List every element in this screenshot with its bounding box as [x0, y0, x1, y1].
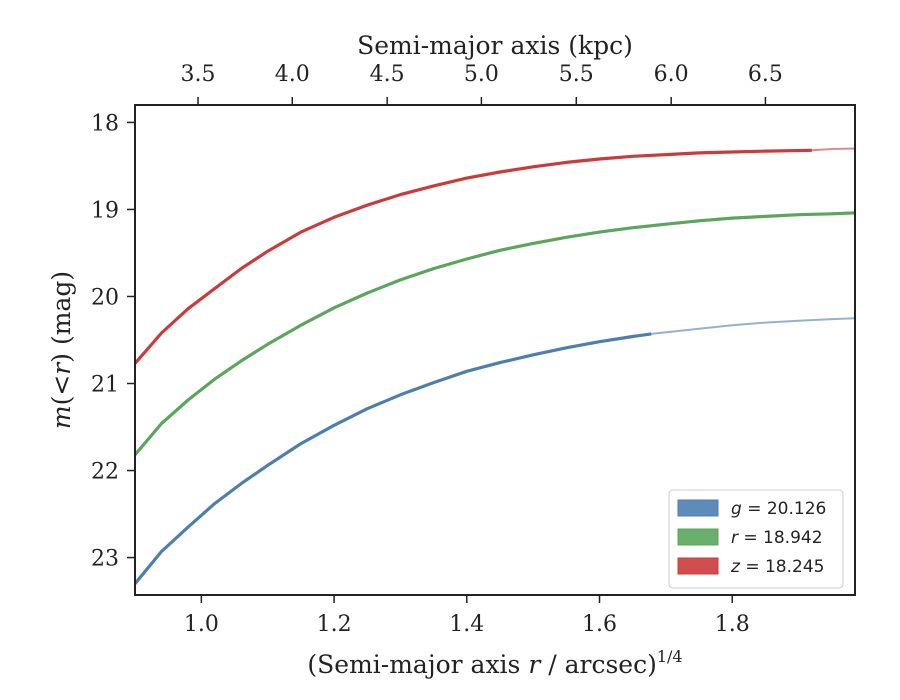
top-tick-label: 3.5	[181, 62, 216, 87]
y-tick-label: 19	[91, 198, 119, 223]
series-g-extension	[651, 317, 855, 335]
x-axis-title-exponent: 1/4	[657, 647, 683, 666]
legend-label-z: z = 18.245	[730, 557, 824, 577]
legend: g = 20.126 r = 18.942 z = 18.245	[668, 489, 844, 589]
y-axis-title-m: m	[47, 405, 76, 429]
y-axis-title-lt: (<	[47, 375, 76, 406]
x-axis-title: (Semi-major axis r / arcsec)1/4	[307, 647, 682, 679]
plot-frame	[134, 104, 856, 596]
x-axis-title-part-1: (Semi-major axis	[307, 650, 528, 679]
x-tick-label: 1.8	[715, 612, 750, 637]
series-z-line	[135, 148, 812, 365]
top-tick-label: 6.0	[654, 62, 689, 87]
series-g-line	[135, 332, 652, 585]
legend-swatch-z	[677, 557, 719, 575]
top-axis-title: Semi-major axis (kpc)	[357, 31, 633, 60]
x-tick-label: 1.2	[317, 612, 352, 637]
y-axis-title-close: )	[47, 353, 76, 363]
y-tick-label: 22	[91, 460, 119, 485]
x-tick-label: 1.6	[582, 612, 617, 637]
series-z-extension	[811, 147, 855, 152]
y-tick-label: 21	[91, 373, 119, 398]
plot-area	[135, 147, 855, 585]
axes-layer: 1.0 1.2 1.4 1.6 1.8 3.5 4.0 4.5 5.0 5.5 6.0 6.5 18 19…	[91, 62, 856, 637]
top-tick-label: 4.0	[275, 62, 310, 87]
series-layer	[135, 147, 855, 585]
y-axis-title: m(<r) (mag)	[47, 271, 76, 429]
x-tick-label: 1.0	[184, 612, 219, 637]
top-tick-label: 5.0	[464, 62, 499, 87]
legend-swatch-g	[677, 499, 719, 517]
series-r-line	[135, 211, 855, 456]
y-axis-title-unit: (mag)	[47, 271, 76, 353]
y-tick-label: 20	[91, 285, 119, 310]
top-tick-label: 4.5	[370, 62, 405, 87]
y-axis-title-r: r	[47, 361, 76, 375]
x-axis-title-part-2: / arcsec)	[540, 650, 657, 679]
y-tick-label: 18	[91, 111, 119, 136]
y-tick-label: 23	[91, 547, 119, 572]
top-tick-label: 5.5	[559, 62, 594, 87]
legend-label-r: r = 18.942	[731, 528, 823, 548]
x-tick-label: 1.4	[449, 612, 484, 637]
top-tick-label: 6.5	[748, 62, 783, 87]
legend-swatch-r	[677, 528, 719, 546]
x-axis-title-variable: r	[528, 650, 542, 679]
legend-label-g: g = 20.126	[731, 499, 826, 519]
